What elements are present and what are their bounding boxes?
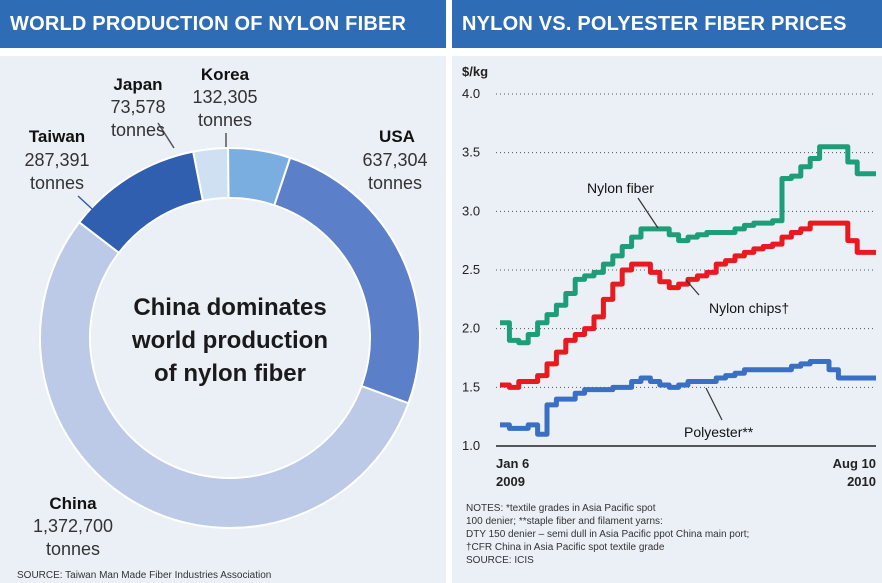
china-unit: tonnes: [46, 539, 100, 559]
line-chart-background: [452, 56, 882, 583]
usa-value: 637,304: [362, 150, 427, 170]
y-axis-unit: $/kg: [462, 64, 488, 79]
x-start-year: 2009: [496, 474, 525, 489]
korea-value: 132,305: [192, 87, 257, 107]
chart-notes: NOTES: *textile grades in Asia Pacific s…: [466, 502, 749, 567]
donut-source: SOURCE: Taiwan Man Made Fiber Industries…: [17, 570, 272, 581]
nylon-fiber-leader: [637, 197, 659, 229]
china-label: China: [49, 494, 97, 513]
y-tick-label: 3.5: [462, 145, 480, 160]
note-line: SOURCE: ICIS: [466, 555, 534, 566]
china-value: 1,372,700: [33, 516, 113, 536]
nylon-chips-label: Nylon chips†: [709, 300, 789, 316]
nylon-production-panel: WORLD PRODUCTION OF NYLON FIBER China do…: [0, 0, 446, 583]
line-chart-title: NYLON VS. POLYESTER FIBER PRICES: [452, 0, 882, 48]
donut-slice-korea: [227, 147, 292, 207]
taiwan-unit: tonnes: [30, 173, 84, 193]
japan-leader-line: [157, 122, 175, 149]
x-end-year: 2010: [847, 474, 876, 489]
line-chart: $/kg 4.0 3.5 3.0 2.5 2.0 1.5 1.0 Jan 6 2009 Au…: [462, 64, 876, 489]
donut-hole: [91, 199, 369, 477]
center-line-2: world production: [131, 327, 328, 354]
usa-unit: tonnes: [368, 173, 422, 193]
series-line-2: [500, 359, 876, 437]
note-line: DTY 150 denier – semi dull in Asia Pacif…: [466, 529, 750, 540]
donut-slice-china: [39, 220, 410, 529]
x-start-month: Jan 6: [496, 456, 529, 471]
usa-label: USA: [379, 127, 415, 146]
note-line: NOTES: *textile grades in Asia Pacific s…: [466, 503, 656, 514]
taiwan-leader-line: [77, 195, 105, 221]
polyester-label: Polyester**: [684, 424, 754, 440]
y-tick-label: 1.5: [462, 379, 480, 394]
center-line-1: China dominates: [133, 294, 326, 321]
donut-chart-title: WORLD PRODUCTION OF NYLON FIBER: [0, 0, 446, 48]
x-end-month: Aug 10: [833, 456, 876, 471]
y-tick-label: 4.0: [462, 86, 480, 101]
series-line-0: [500, 144, 876, 346]
y-tick-label: 2.0: [462, 321, 480, 336]
korea-unit: tonnes: [198, 110, 252, 130]
japan-unit: tonnes: [111, 120, 165, 140]
korea-label: Korea: [201, 65, 250, 84]
y-tick-label: 3.0: [462, 203, 480, 218]
note-line: †CFR China in Asia Pacific spot textile …: [466, 542, 665, 553]
taiwan-label: Taiwan: [29, 127, 85, 146]
fiber-prices-panel: NYLON VS. POLYESTER FIBER PRICES $/kg 4.…: [452, 0, 882, 583]
polyester-leader: [705, 387, 723, 421]
nylon-chips-leader: [685, 279, 700, 296]
japan-value: 73,578: [110, 97, 165, 117]
center-line-3: of nylon fiber: [154, 360, 306, 387]
taiwan-value: 287,391: [24, 150, 89, 170]
y-tick-label: 2.5: [462, 262, 480, 277]
series-line-1: [500, 220, 876, 390]
y-tick-label: 1.0: [462, 438, 480, 453]
note-line: 100 denier; **staple fiber and filament …: [466, 516, 663, 527]
japan-label: Japan: [113, 75, 162, 94]
donut-chart: China dominates world production of nylo…: [24, 65, 427, 559]
nylon-fiber-label: Nylon fiber: [587, 180, 654, 196]
